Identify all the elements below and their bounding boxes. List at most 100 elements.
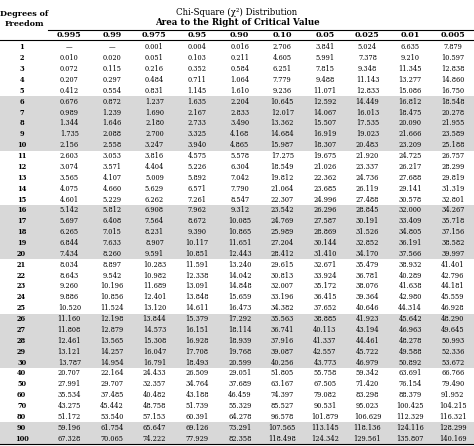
Text: 40.482: 40.482 [143, 391, 166, 399]
Text: 12: 12 [17, 163, 26, 171]
Text: 24.433: 24.433 [143, 369, 166, 377]
Text: 19.675: 19.675 [313, 152, 337, 160]
Text: 25: 25 [17, 304, 26, 312]
Text: 14.573: 14.573 [143, 326, 166, 334]
Text: 17.292: 17.292 [228, 315, 251, 323]
Text: 51.739: 51.739 [185, 402, 209, 410]
Text: 0.989: 0.989 [60, 109, 79, 116]
Text: 35.718: 35.718 [441, 217, 465, 225]
Text: 8.907: 8.907 [145, 239, 164, 247]
Bar [0, 335, 474, 346]
Text: 15.507: 15.507 [313, 120, 337, 128]
Text: 7.564: 7.564 [145, 217, 164, 225]
Text: 0.016: 0.016 [230, 43, 249, 51]
Text: 1.610: 1.610 [230, 87, 249, 95]
Text: 104.215: 104.215 [439, 402, 466, 410]
Text: 3.325: 3.325 [188, 130, 207, 138]
Text: 29.615: 29.615 [271, 261, 294, 269]
Text: 14.860: 14.860 [441, 76, 465, 84]
Text: 10.865: 10.865 [228, 228, 251, 236]
Text: 1.145: 1.145 [188, 87, 207, 95]
Text: 90.531: 90.531 [313, 402, 337, 410]
Bar [0, 379, 474, 390]
Text: 6.908: 6.908 [145, 206, 164, 215]
Bar [0, 422, 474, 433]
Text: 7.815: 7.815 [315, 65, 334, 73]
Text: 15.379: 15.379 [185, 315, 209, 323]
Text: 0.001: 0.001 [145, 43, 164, 51]
Text: 20: 20 [17, 250, 26, 258]
Text: 11.689: 11.689 [143, 282, 166, 290]
Text: 39.364: 39.364 [356, 293, 379, 301]
Text: 4.575: 4.575 [188, 152, 207, 160]
Text: 118.498: 118.498 [268, 434, 296, 442]
Text: 36.741: 36.741 [271, 326, 294, 334]
Text: 40: 40 [17, 369, 26, 377]
Text: 13.565: 13.565 [100, 337, 124, 345]
Text: 1.064: 1.064 [230, 76, 249, 84]
Text: —: — [109, 43, 115, 51]
Text: 13.277: 13.277 [399, 76, 422, 84]
Text: 13.121: 13.121 [58, 347, 81, 355]
Bar [0, 248, 474, 259]
Bar [0, 151, 474, 161]
Text: 4.107: 4.107 [102, 174, 121, 182]
Text: 19.768: 19.768 [228, 347, 251, 355]
Text: 6.635: 6.635 [401, 43, 419, 51]
Text: 35.172: 35.172 [313, 282, 337, 290]
Bar [0, 238, 474, 248]
Text: 16.013: 16.013 [356, 109, 379, 116]
Text: 0.025: 0.025 [355, 31, 380, 39]
Text: 128.299: 128.299 [439, 424, 466, 432]
Text: 59.196: 59.196 [58, 424, 81, 432]
Text: 88.379: 88.379 [399, 391, 422, 399]
Text: 48.290: 48.290 [441, 315, 465, 323]
Text: 53.540: 53.540 [100, 413, 124, 421]
Text: 23.337: 23.337 [356, 163, 379, 171]
Text: 25.188: 25.188 [441, 141, 465, 149]
Text: 9.390: 9.390 [188, 228, 207, 236]
Text: 44.181: 44.181 [441, 282, 465, 290]
Text: 12.461: 12.461 [57, 337, 81, 345]
Text: 18.548: 18.548 [441, 98, 465, 106]
Text: 20.599: 20.599 [228, 359, 251, 367]
Text: 17.275: 17.275 [271, 152, 294, 160]
Text: 31.319: 31.319 [441, 185, 465, 193]
Text: 32.852: 32.852 [356, 239, 379, 247]
Text: 0.995: 0.995 [57, 31, 82, 39]
Text: 17.708: 17.708 [186, 347, 209, 355]
Text: 29.819: 29.819 [441, 174, 465, 182]
Bar [0, 129, 474, 140]
Text: 16.151: 16.151 [185, 326, 209, 334]
Text: 0.207: 0.207 [60, 76, 79, 84]
Text: 42.557: 42.557 [313, 347, 337, 355]
Text: 11: 11 [17, 152, 27, 160]
Text: 16.919: 16.919 [313, 130, 337, 138]
Bar [0, 390, 474, 401]
Text: 4.865: 4.865 [230, 141, 249, 149]
Text: 33.409: 33.409 [399, 217, 422, 225]
Text: 100.425: 100.425 [396, 402, 424, 410]
Bar [0, 161, 474, 172]
Text: 8: 8 [19, 120, 24, 128]
Text: 42.980: 42.980 [399, 293, 422, 301]
Text: 29.707: 29.707 [100, 380, 123, 388]
Text: 43.275: 43.275 [58, 402, 81, 410]
Text: 0.352: 0.352 [188, 65, 207, 73]
Text: 28.412: 28.412 [271, 250, 294, 258]
Text: 7.378: 7.378 [358, 54, 377, 62]
Text: Freedom: Freedom [4, 20, 44, 28]
Text: 3.940: 3.940 [188, 141, 207, 149]
Text: 26.119: 26.119 [356, 185, 379, 193]
Bar [0, 303, 474, 314]
Text: 55.758: 55.758 [313, 369, 337, 377]
Bar [0, 86, 474, 96]
Bar [0, 292, 474, 303]
Text: 33.924: 33.924 [313, 272, 337, 280]
Text: 21.064: 21.064 [271, 185, 294, 193]
Text: 13.848: 13.848 [185, 293, 209, 301]
Text: 0.297: 0.297 [102, 76, 121, 84]
Text: 5.629: 5.629 [145, 185, 164, 193]
Text: 113.145: 113.145 [311, 424, 339, 432]
Text: 18.307: 18.307 [313, 141, 337, 149]
